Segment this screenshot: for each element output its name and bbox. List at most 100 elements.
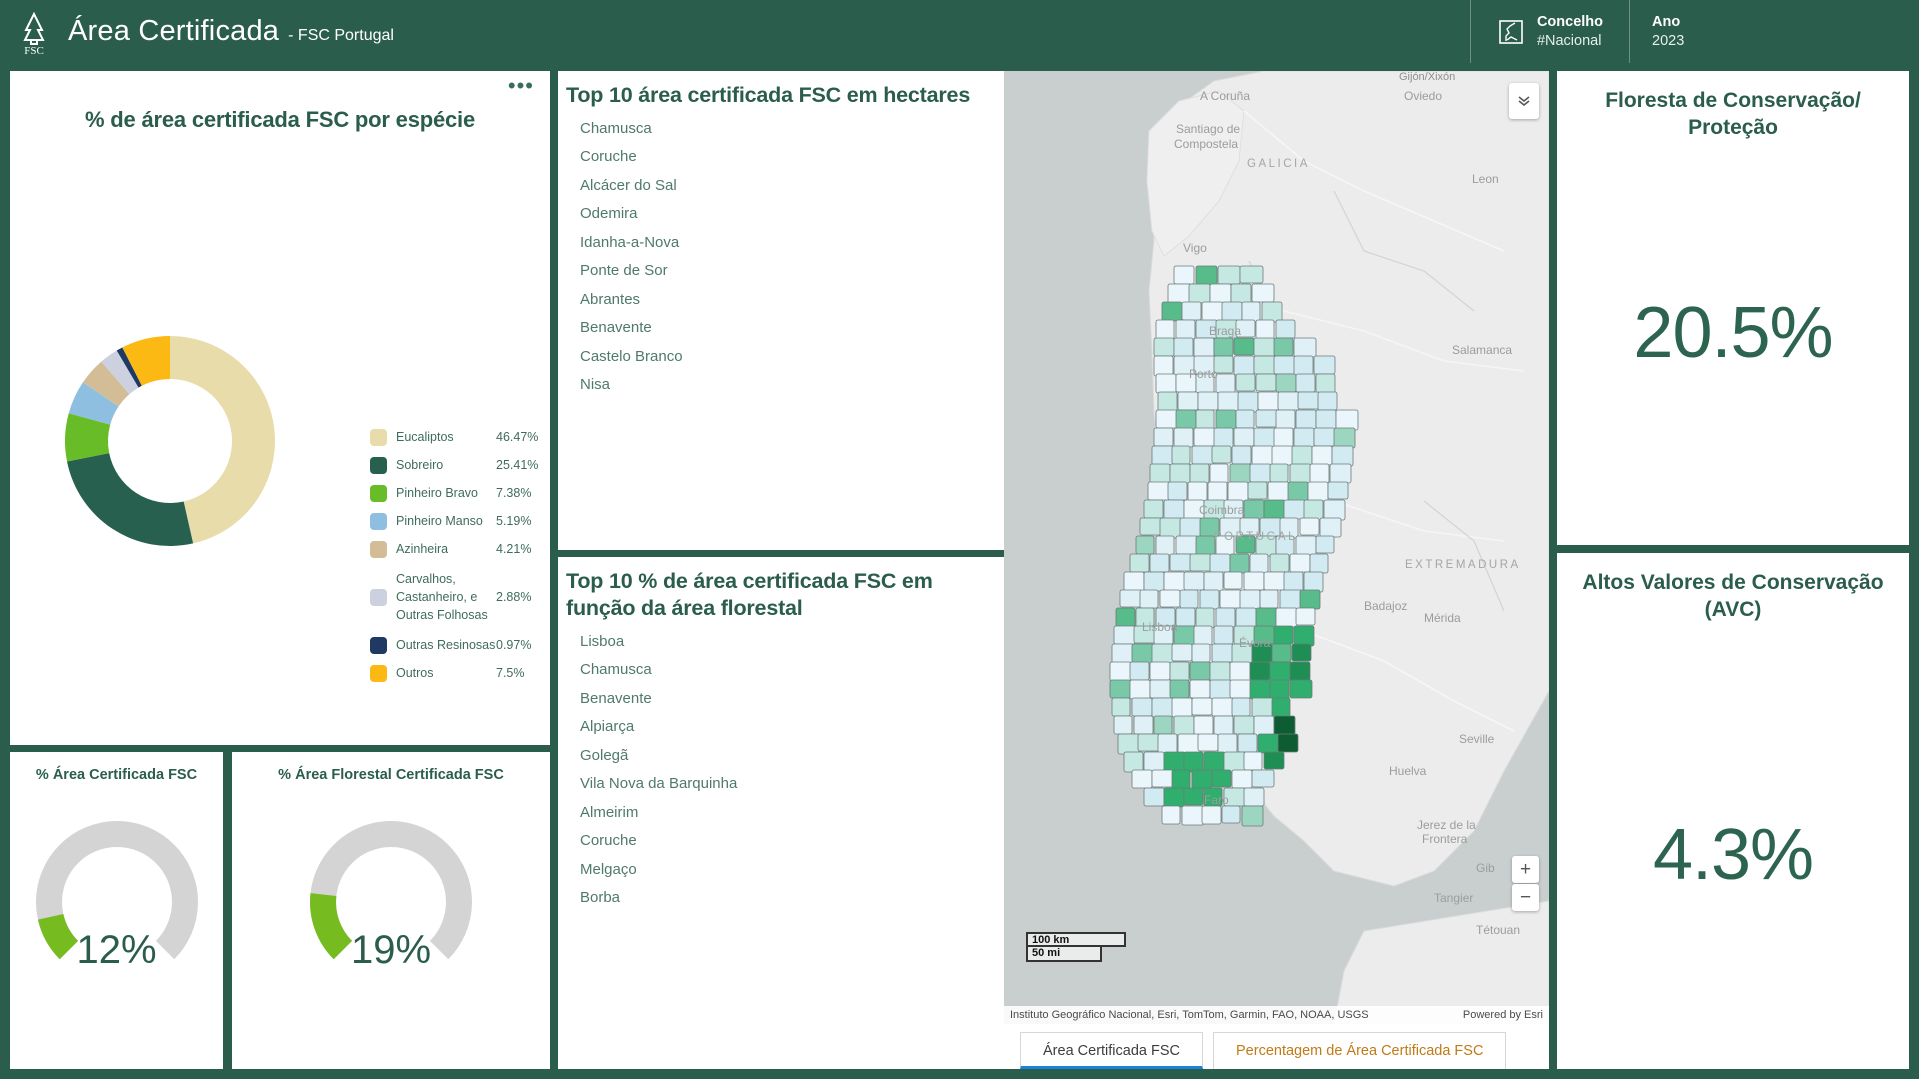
map-municipality[interactable]	[1173, 337, 1194, 359]
map-municipality[interactable]	[1169, 553, 1193, 572]
map-municipality[interactable]	[1195, 409, 1215, 431]
map-municipality[interactable]	[1193, 715, 1214, 736]
map-municipality[interactable]	[1135, 535, 1155, 555]
map-municipality[interactable]	[1113, 715, 1133, 735]
map-municipality[interactable]	[1249, 553, 1269, 575]
map-municipality[interactable]	[1171, 697, 1193, 718]
map-tab[interactable]: Percentagem de Área Certificada FSC	[1213, 1032, 1507, 1069]
map-municipality[interactable]	[1181, 301, 1202, 321]
donut-slice[interactable]	[82, 361, 130, 407]
map-municipality[interactable]	[1153, 355, 1174, 377]
map-municipality[interactable]	[1139, 517, 1163, 536]
map-municipality[interactable]	[1295, 535, 1317, 556]
map-municipality[interactable]	[1229, 679, 1252, 699]
ellipsis-icon[interactable]: •••	[507, 73, 534, 98]
legend-item[interactable]: Outros 7.5%	[370, 659, 538, 687]
map-municipality[interactable]	[1313, 427, 1336, 447]
map-municipality[interactable]	[1275, 607, 1298, 628]
map-municipality[interactable]	[1289, 553, 1311, 573]
list-item[interactable]: Coruche	[580, 148, 637, 166]
map-municipality[interactable]	[1153, 427, 1174, 447]
map-municipality[interactable]	[1269, 553, 1290, 573]
map-canvas[interactable]: A Coruña Oviedo Gijón/Xixón Santiago de Comp…	[1004, 71, 1549, 1024]
map-municipality[interactable]	[1293, 337, 1317, 358]
map-municipality[interactable]	[1153, 715, 1173, 735]
map-municipality[interactable]	[1251, 445, 1274, 466]
list-item[interactable]: Coruche	[580, 832, 637, 850]
list-item[interactable]: Odemira	[580, 205, 638, 223]
map-municipality[interactable]	[1207, 481, 1228, 502]
map-municipality[interactable]	[1183, 571, 1205, 591]
map-municipality[interactable]	[1277, 391, 1300, 411]
map-municipality[interactable]	[1229, 553, 1250, 574]
map-municipality[interactable]	[1271, 445, 1294, 466]
map-municipality[interactable]	[1171, 769, 1191, 790]
map-municipality[interactable]	[1247, 481, 1268, 500]
map-municipality[interactable]	[1283, 571, 1304, 593]
list-item[interactable]: Chamusca	[580, 119, 652, 137]
legend-item[interactable]: Eucaliptos 46.47%	[370, 423, 538, 451]
map-municipality[interactable]	[1197, 391, 1219, 411]
map-municipality[interactable]	[1289, 463, 1312, 485]
map-municipality[interactable]	[1253, 427, 1277, 448]
map-municipality[interactable]	[1221, 805, 1241, 824]
map-municipality[interactable]	[1273, 427, 1294, 448]
map-municipality[interactable]	[1187, 481, 1208, 502]
map-municipality[interactable]	[1259, 589, 1279, 609]
map-municipality[interactable]	[1315, 409, 1337, 430]
map-municipality[interactable]	[1263, 499, 1286, 520]
map-municipality[interactable]	[1167, 481, 1188, 501]
map-municipality[interactable]	[1295, 607, 1316, 626]
map-municipality[interactable]	[1327, 481, 1349, 500]
map-municipality[interactable]	[1291, 643, 1312, 662]
map-municipality[interactable]	[1109, 679, 1132, 699]
map-municipality[interactable]	[1117, 733, 1140, 755]
map-municipality[interactable]	[1243, 751, 1263, 771]
map-municipality[interactable]	[1203, 751, 1226, 772]
map-municipality[interactable]	[1211, 445, 1232, 464]
map-municipality[interactable]	[1239, 265, 1264, 284]
map-municipality[interactable]	[1131, 643, 1155, 665]
map-municipality[interactable]	[1149, 679, 1173, 699]
list-item[interactable]: Alpiarça	[580, 718, 635, 736]
map-municipality[interactable]	[1241, 301, 1261, 323]
map-municipality[interactable]	[1155, 373, 1177, 394]
map-municipality[interactable]	[1109, 661, 1132, 682]
legend-item[interactable]: Sobreiro 25.41%	[370, 451, 538, 479]
map-municipality[interactable]	[1193, 625, 1213, 646]
map-municipality[interactable]	[1213, 337, 1234, 357]
map-municipality[interactable]	[1175, 607, 1196, 627]
legend-item[interactable]: Carvalhos, Castanheiro, e Outras Folhosas 2…	[370, 563, 538, 631]
list-item[interactable]: Ponte de Sor	[580, 262, 668, 280]
map-municipality[interactable]	[1161, 301, 1183, 322]
map-municipality[interactable]	[1323, 499, 1346, 521]
list-item[interactable]: Idanha-a-Nova	[580, 233, 680, 251]
chevron-double-down-icon[interactable]	[1509, 83, 1539, 119]
map-municipality[interactable]	[1223, 751, 1246, 773]
list-item[interactable]: Benavente	[580, 689, 652, 707]
map-municipality[interactable]	[1129, 661, 1150, 681]
map-municipality[interactable]	[1295, 373, 1316, 393]
map-municipality[interactable]	[1213, 427, 1234, 449]
map-municipality[interactable]	[1195, 265, 1218, 286]
map-municipality[interactable]	[1251, 283, 1275, 303]
map-municipality[interactable]	[1211, 643, 1234, 663]
map-municipality[interactable]	[1289, 661, 1311, 682]
map-municipality[interactable]	[1155, 409, 1179, 429]
map-municipality[interactable]	[1215, 409, 1237, 430]
map-municipality[interactable]	[1213, 625, 1234, 645]
map-municipality[interactable]	[1255, 607, 1278, 628]
map-municipality[interactable]	[1131, 697, 1153, 717]
zoom-in-button[interactable]: +	[1512, 856, 1539, 883]
map-municipality[interactable]	[1151, 769, 1174, 788]
map-municipality[interactable]	[1303, 571, 1324, 593]
map-municipality[interactable]	[1113, 625, 1136, 645]
map-municipality[interactable]	[1155, 319, 1175, 341]
map-municipality[interactable]	[1193, 337, 1215, 358]
map-municipality[interactable]	[1241, 805, 1264, 827]
map-municipality[interactable]	[1233, 337, 1255, 356]
map-municipality[interactable]	[1269, 463, 1289, 483]
map-municipality[interactable]	[1209, 283, 1232, 304]
map-municipality[interactable]	[1129, 553, 1150, 573]
map-municipality[interactable]	[1115, 607, 1136, 629]
